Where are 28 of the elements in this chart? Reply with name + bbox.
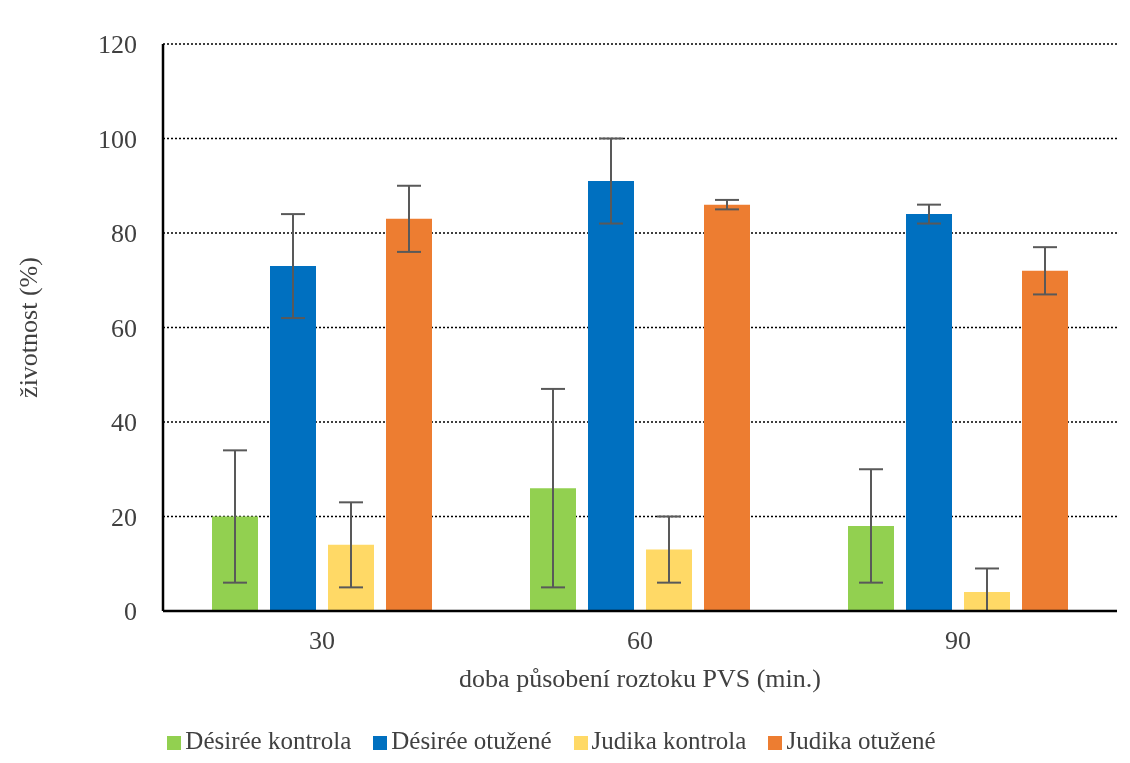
bar [848,525,894,611]
bar [964,592,1010,611]
legend-label: Judika kontrola [591,727,747,754]
y-tick-label: 0 [124,597,137,627]
y-tick-label: 60 [111,313,137,343]
y-tick-label: 20 [111,502,137,532]
x-tick-label: 30 [309,626,335,656]
legend-label: Désirée kontrola [185,727,352,754]
bar [704,204,750,611]
bar [646,549,692,611]
x-tick-label: 90 [945,626,971,656]
bar [328,544,374,611]
y-axis-title: životnost (%) [14,257,44,398]
y-tick-label: 100 [98,124,137,154]
bar [270,266,316,611]
legend-label: Judika otužené [786,727,936,754]
x-axis-title: doba působení roztoku PVS (min.) [459,664,821,694]
y-tick-label: 80 [111,219,137,249]
y-tick-label: 40 [111,408,137,438]
bar [530,488,576,611]
bar [386,218,432,611]
y-tick-label: 120 [98,30,137,60]
bar [1022,270,1068,611]
bar [212,516,258,611]
bar [906,214,952,611]
legend-label: Désirée otužené [391,727,552,754]
x-tick-label: 60 [627,626,653,656]
bar [588,181,634,611]
